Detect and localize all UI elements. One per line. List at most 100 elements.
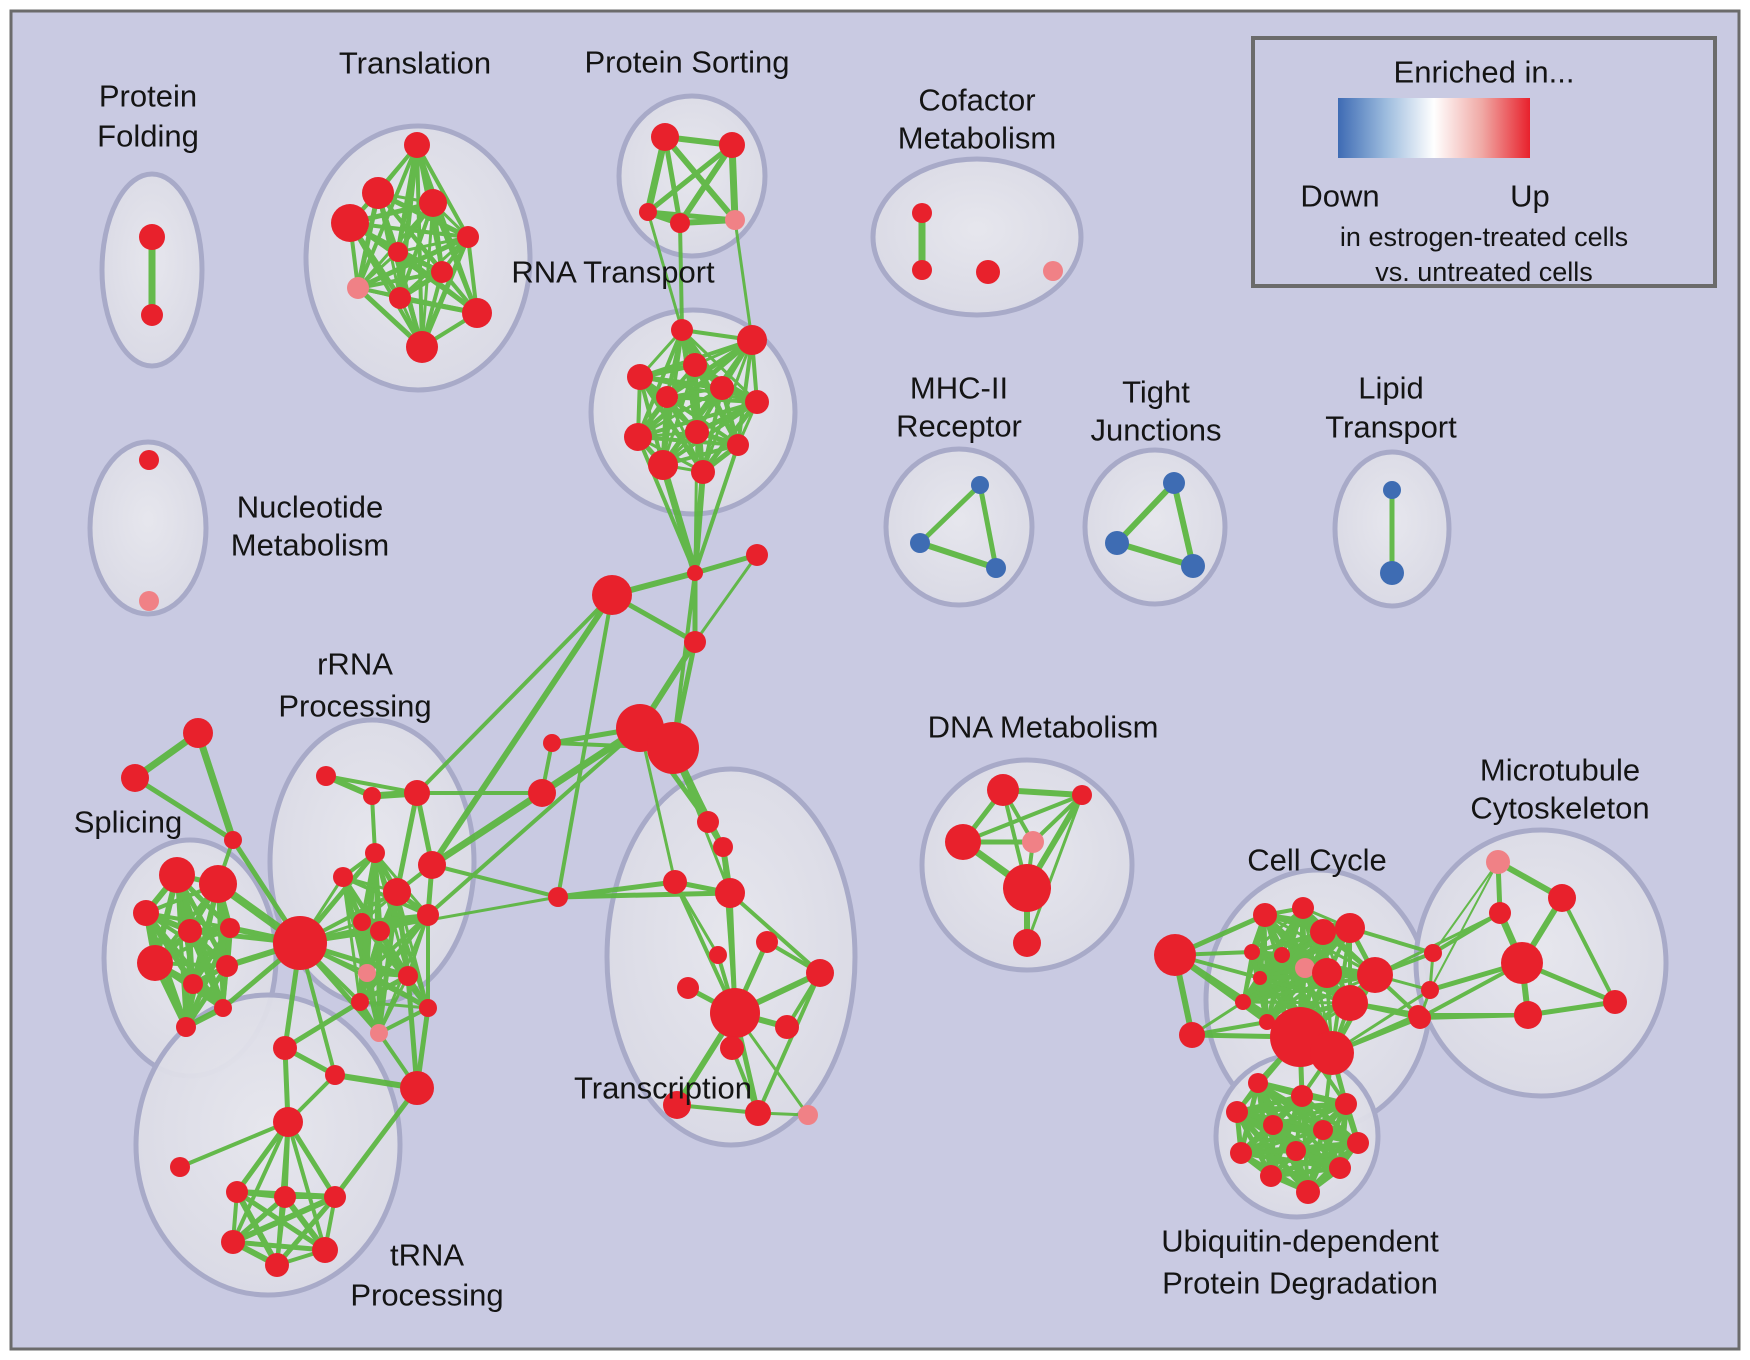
node-mt6[interactable]: [1409, 1007, 1431, 1029]
node-tn5[interactable]: [226, 1181, 248, 1203]
node-sp8[interactable]: [214, 999, 232, 1017]
node-tn9[interactable]: [312, 1237, 338, 1263]
node-tx7[interactable]: [677, 977, 699, 999]
node-ps4[interactable]: [725, 210, 745, 230]
node-mt7[interactable]: [1514, 1001, 1542, 1029]
node-md3[interactable]: [684, 631, 706, 653]
node-cc11[interactable]: [1357, 957, 1393, 993]
node-tn6[interactable]: [274, 1186, 296, 1208]
node-tj1[interactable]: [1105, 531, 1129, 555]
node-ps0[interactable]: [651, 123, 679, 151]
node-tr5[interactable]: [388, 242, 408, 262]
node-dm1[interactable]: [1072, 785, 1092, 805]
node-cc5[interactable]: [1274, 947, 1290, 963]
node-tx3[interactable]: [715, 878, 745, 908]
node-rt2[interactable]: [683, 353, 707, 377]
node-tx9[interactable]: [775, 1015, 799, 1039]
node-lt1[interactable]: [1380, 561, 1404, 585]
node-mt1[interactable]: [1548, 884, 1576, 912]
node-cc8[interactable]: [1295, 958, 1315, 978]
node-rt5[interactable]: [710, 376, 734, 400]
node-cc1[interactable]: [1179, 1022, 1205, 1048]
node-rt6[interactable]: [745, 390, 769, 414]
node-rr12[interactable]: [351, 993, 369, 1011]
node-cc4[interactable]: [1244, 944, 1260, 960]
node-rt11[interactable]: [691, 460, 715, 484]
node-tx13[interactable]: [798, 1105, 818, 1125]
node-rr13[interactable]: [370, 1024, 388, 1042]
node-cc2[interactable]: [1253, 903, 1277, 927]
node-tj0[interactable]: [1163, 472, 1185, 494]
node-nm1[interactable]: [139, 591, 159, 611]
node-rt0[interactable]: [671, 319, 693, 341]
node-tn1[interactable]: [325, 1065, 345, 1085]
node-mh0[interactable]: [971, 476, 989, 494]
node-rr9[interactable]: [370, 921, 390, 941]
node-tx12[interactable]: [745, 1100, 771, 1126]
node-tx10[interactable]: [720, 1036, 744, 1060]
node-tg2[interactable]: [224, 831, 242, 849]
node-rt3[interactable]: [627, 364, 653, 390]
node-md4[interactable]: [543, 734, 561, 752]
node-rt10[interactable]: [648, 450, 678, 480]
node-cc6[interactable]: [1310, 919, 1336, 945]
node-sp3[interactable]: [178, 919, 202, 943]
node-ps2[interactable]: [639, 203, 657, 221]
node-cm3[interactable]: [1043, 261, 1063, 281]
node-rr8[interactable]: [353, 913, 371, 931]
node-nm0[interactable]: [139, 450, 159, 470]
node-md5[interactable]: [528, 779, 556, 807]
node-ub9[interactable]: [1329, 1157, 1351, 1179]
node-tj2[interactable]: [1181, 554, 1205, 578]
node-cc0[interactable]: [1154, 934, 1196, 976]
node-sp1[interactable]: [199, 865, 237, 903]
node-tn4[interactable]: [170, 1157, 190, 1177]
node-sp0[interactable]: [159, 857, 195, 893]
node-rt4[interactable]: [656, 386, 678, 408]
node-mt0[interactable]: [1486, 850, 1510, 874]
node-sp2[interactable]: [133, 900, 159, 926]
node-ub4[interactable]: [1263, 1115, 1283, 1135]
node-rt9[interactable]: [727, 434, 749, 456]
node-rr4[interactable]: [365, 843, 385, 863]
node-rr6[interactable]: [383, 878, 411, 906]
node-md0[interactable]: [687, 565, 703, 581]
node-tr2[interactable]: [419, 189, 447, 217]
node-cm0[interactable]: [912, 203, 932, 223]
node-md2[interactable]: [592, 575, 632, 615]
node-tn0[interactable]: [273, 1036, 297, 1060]
node-cc10[interactable]: [1253, 971, 1267, 985]
node-mh2[interactable]: [986, 558, 1006, 578]
node-cm1[interactable]: [912, 260, 932, 280]
node-rr11[interactable]: [358, 964, 376, 982]
node-sp5[interactable]: [137, 945, 173, 981]
node-tr10[interactable]: [406, 331, 438, 363]
node-rr5[interactable]: [333, 867, 353, 887]
node-mt8[interactable]: [1603, 990, 1627, 1014]
node-pf1[interactable]: [141, 304, 163, 326]
node-rr10[interactable]: [398, 966, 418, 986]
node-tr7[interactable]: [347, 277, 369, 299]
node-ub2[interactable]: [1335, 1093, 1357, 1115]
node-tr1[interactable]: [362, 177, 394, 209]
node-ub6[interactable]: [1347, 1132, 1369, 1154]
node-tr3[interactable]: [331, 204, 369, 242]
node-ub1[interactable]: [1291, 1085, 1313, 1107]
node-mt3[interactable]: [1501, 942, 1543, 984]
node-ub8[interactable]: [1286, 1141, 1306, 1161]
node-sp6[interactable]: [183, 974, 203, 994]
node-rrH[interactable]: [273, 916, 327, 970]
node-cc13[interactable]: [1332, 985, 1368, 1021]
node-mt4[interactable]: [1424, 944, 1442, 962]
node-tx11[interactable]: [663, 1091, 691, 1119]
node-cm2[interactable]: [976, 260, 1000, 284]
node-tx6[interactable]: [806, 959, 834, 987]
node-tr4[interactable]: [457, 226, 479, 248]
node-rr0[interactable]: [316, 766, 336, 786]
node-tg1[interactable]: [121, 764, 149, 792]
node-ps3[interactable]: [670, 213, 690, 233]
node-dm5[interactable]: [1013, 929, 1041, 957]
node-pf0[interactable]: [139, 224, 165, 250]
node-rt8[interactable]: [685, 420, 709, 444]
node-tr9[interactable]: [462, 298, 492, 328]
